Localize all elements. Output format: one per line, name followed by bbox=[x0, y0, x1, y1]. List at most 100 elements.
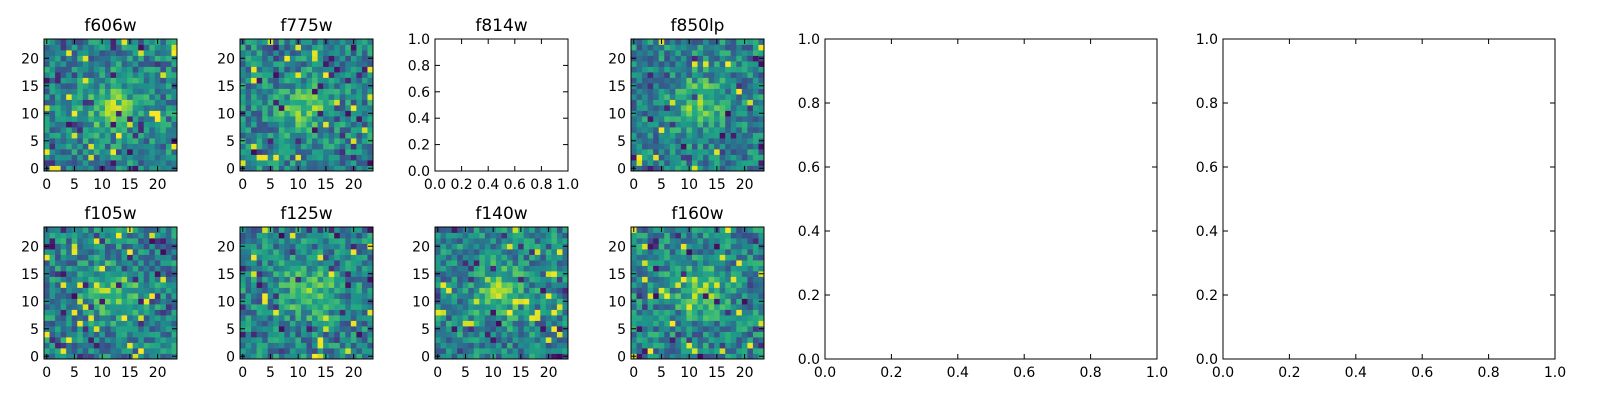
heatmap-cell bbox=[758, 39, 765, 45]
heatmap-cell bbox=[345, 298, 352, 305]
heatmap-cell bbox=[339, 50, 346, 56]
heatmap-cell bbox=[240, 254, 246, 261]
heatmap-cell bbox=[334, 287, 341, 294]
heatmap-cell bbox=[273, 260, 280, 266]
heatmap-cell bbox=[323, 232, 330, 239]
heatmap-cell bbox=[556, 227, 563, 233]
heatmap-cell bbox=[725, 249, 732, 255]
heatmap-cell bbox=[71, 304, 78, 310]
heatmap-cell bbox=[284, 260, 291, 266]
heatmap-cell bbox=[747, 44, 754, 51]
heatmap-cell bbox=[484, 238, 491, 244]
heatmap-cell bbox=[300, 271, 307, 277]
heatmap-cell bbox=[350, 243, 357, 250]
heatmap-cell bbox=[251, 227, 258, 233]
heatmap-cell bbox=[708, 293, 715, 299]
heatmap-cell bbox=[534, 331, 541, 338]
heatmap-cell bbox=[55, 121, 62, 128]
heatmap-cell bbox=[686, 276, 693, 283]
heatmap-cell bbox=[334, 88, 341, 95]
heatmap-cell bbox=[736, 326, 743, 332]
heatmap-cell bbox=[71, 315, 78, 321]
heatmap-cell bbox=[636, 44, 643, 51]
heatmap-cell bbox=[708, 132, 715, 139]
heatmap-cell bbox=[273, 99, 280, 106]
heatmap-cell bbox=[484, 227, 491, 233]
heatmap-cell bbox=[262, 50, 269, 56]
heatmap-cell bbox=[251, 77, 258, 84]
heatmap-cell bbox=[138, 66, 145, 73]
heatmap-cell bbox=[82, 342, 89, 349]
heatmap-cell bbox=[345, 320, 352, 327]
heatmap-cell bbox=[339, 116, 346, 122]
heatmap-cell bbox=[93, 165, 100, 172]
heatmap-cell bbox=[154, 243, 161, 250]
heatmap-cell bbox=[642, 138, 649, 144]
heatmap-cell bbox=[658, 232, 665, 239]
heatmap-cell bbox=[551, 260, 558, 266]
heatmap-cell bbox=[295, 331, 302, 338]
heatmap-cell bbox=[317, 293, 324, 299]
heatmap-cell bbox=[160, 55, 167, 62]
heatmap-cell bbox=[669, 88, 676, 95]
heatmap-cell bbox=[132, 271, 139, 277]
heatmap-cell bbox=[251, 55, 258, 62]
heatmap-cell bbox=[278, 298, 285, 305]
heatmap-cell bbox=[317, 39, 324, 45]
heatmap-cell bbox=[752, 149, 759, 155]
heatmap-cell bbox=[256, 309, 263, 316]
heatmap-cell bbox=[240, 348, 246, 354]
heatmap-cell bbox=[160, 88, 167, 95]
heatmap-cell bbox=[462, 271, 469, 277]
heatmap-cell bbox=[88, 77, 95, 84]
heatmap-cell bbox=[350, 282, 357, 288]
heatmap-cell bbox=[55, 342, 62, 349]
heatmap-cell bbox=[529, 282, 536, 288]
heatmap-cell bbox=[446, 238, 453, 244]
heatmap-cell bbox=[339, 165, 346, 172]
heatmap-cell bbox=[725, 44, 732, 51]
heatmap-cell bbox=[138, 39, 145, 45]
heatmap-cell bbox=[284, 238, 291, 244]
heatmap-cell bbox=[278, 99, 285, 106]
x-tick-label: 20 bbox=[736, 365, 754, 381]
heatmap-cell bbox=[240, 276, 246, 283]
heatmap-cell bbox=[171, 331, 178, 338]
heatmap-cell bbox=[675, 66, 682, 73]
heatmap-cell bbox=[88, 61, 95, 67]
heatmap-cell bbox=[457, 276, 464, 283]
heatmap-cell bbox=[658, 326, 665, 332]
heatmap-cell bbox=[479, 353, 486, 360]
heatmap-cell bbox=[99, 260, 106, 266]
heatmap-cell bbox=[697, 309, 704, 316]
heatmap-cell bbox=[256, 260, 263, 266]
heatmap-cell bbox=[77, 149, 84, 155]
heatmap-cell bbox=[165, 99, 172, 106]
heatmap-cell bbox=[300, 154, 307, 161]
heatmap-cell bbox=[518, 331, 525, 338]
heatmap-cell bbox=[82, 348, 89, 354]
heatmap-cell bbox=[149, 105, 156, 111]
heatmap-cell bbox=[88, 326, 95, 332]
heatmap-cell bbox=[631, 287, 637, 294]
heatmap-cell bbox=[49, 265, 56, 272]
heatmap-cell bbox=[631, 315, 637, 321]
heatmap-cell bbox=[278, 154, 285, 161]
heatmap-cell bbox=[495, 260, 502, 266]
heatmap-cell bbox=[160, 260, 167, 266]
heatmap-cell bbox=[725, 110, 732, 117]
heatmap-cell bbox=[256, 50, 263, 56]
heatmap-cell bbox=[658, 320, 665, 327]
heatmap-cell bbox=[440, 304, 447, 310]
heatmap-cell bbox=[647, 315, 654, 321]
heatmap-cell bbox=[295, 127, 302, 133]
heatmap-cell bbox=[116, 44, 122, 51]
heatmap-cell bbox=[647, 61, 654, 67]
heatmap-cell bbox=[71, 342, 78, 349]
heatmap-cell bbox=[664, 320, 671, 327]
heatmap-cell bbox=[110, 165, 117, 172]
heatmap-cell bbox=[730, 265, 737, 272]
heatmap-cell bbox=[752, 309, 759, 316]
heatmap-cell bbox=[66, 44, 73, 51]
heatmap-cell bbox=[82, 254, 89, 261]
